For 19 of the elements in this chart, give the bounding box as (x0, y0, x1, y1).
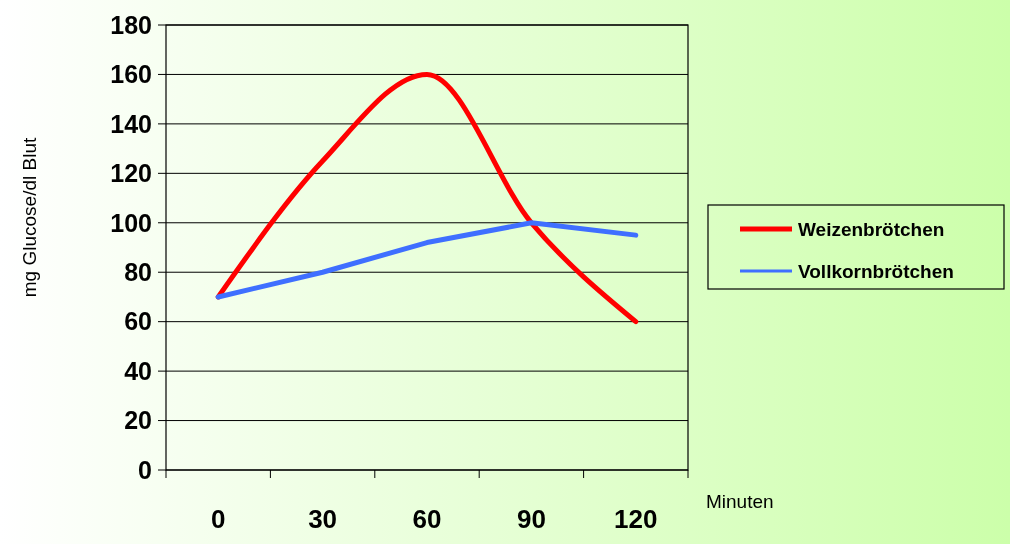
x-axis-title: Minuten (706, 491, 774, 512)
y-tick-label: 180 (110, 10, 152, 39)
y-tick-label: 60 (124, 307, 152, 336)
y-tick-label: 40 (124, 356, 152, 385)
y-tick-label: 0 (138, 455, 152, 484)
x-tick-label: 120 (614, 504, 658, 534)
x-tick-label: 60 (412, 504, 442, 534)
y-tick-label: 20 (124, 406, 152, 435)
x-tick-label: 90 (516, 504, 546, 534)
legend-label: Vollkornbrötchen (798, 260, 954, 282)
x-tick-label: 0 (210, 504, 226, 534)
y-axis-title: mg Glucose/dl Blut (19, 137, 40, 298)
y-tick-label: 80 (124, 257, 152, 286)
legend-label: Weizenbrötchen (798, 218, 945, 240)
y-tick-label: 100 (110, 208, 152, 237)
y-tick-label: 120 (110, 159, 152, 188)
y-tick-label: 160 (110, 60, 152, 89)
x-tick-label: 30 (308, 504, 338, 534)
y-tick-label: 140 (110, 109, 152, 138)
